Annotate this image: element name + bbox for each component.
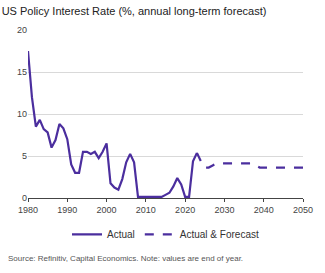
svg-text:0: 0 [22, 193, 27, 203]
svg-text:2040: 2040 [254, 205, 274, 215]
svg-text:5: 5 [22, 151, 27, 161]
svg-text:15: 15 [17, 67, 27, 77]
svg-text:Source: Refinitiv, Capital Eco: Source: Refinitiv, Capital Economics. No… [8, 254, 243, 263]
svg-text:2010: 2010 [136, 205, 156, 215]
svg-text:Actual: Actual [107, 229, 135, 240]
svg-text:1990: 1990 [57, 205, 77, 215]
svg-text:2030: 2030 [214, 205, 234, 215]
svg-text:Actual & Forecast: Actual & Forecast [180, 229, 259, 240]
svg-text:1980: 1980 [18, 205, 38, 215]
svg-text:2000: 2000 [97, 205, 117, 215]
svg-text:US Policy Interest Rate (%, an: US Policy Interest Rate (%, annual long-… [2, 5, 267, 17]
svg-text:2050: 2050 [293, 205, 313, 215]
svg-text:2020: 2020 [175, 205, 195, 215]
svg-text:20: 20 [17, 25, 27, 35]
svg-text:10: 10 [17, 109, 27, 119]
